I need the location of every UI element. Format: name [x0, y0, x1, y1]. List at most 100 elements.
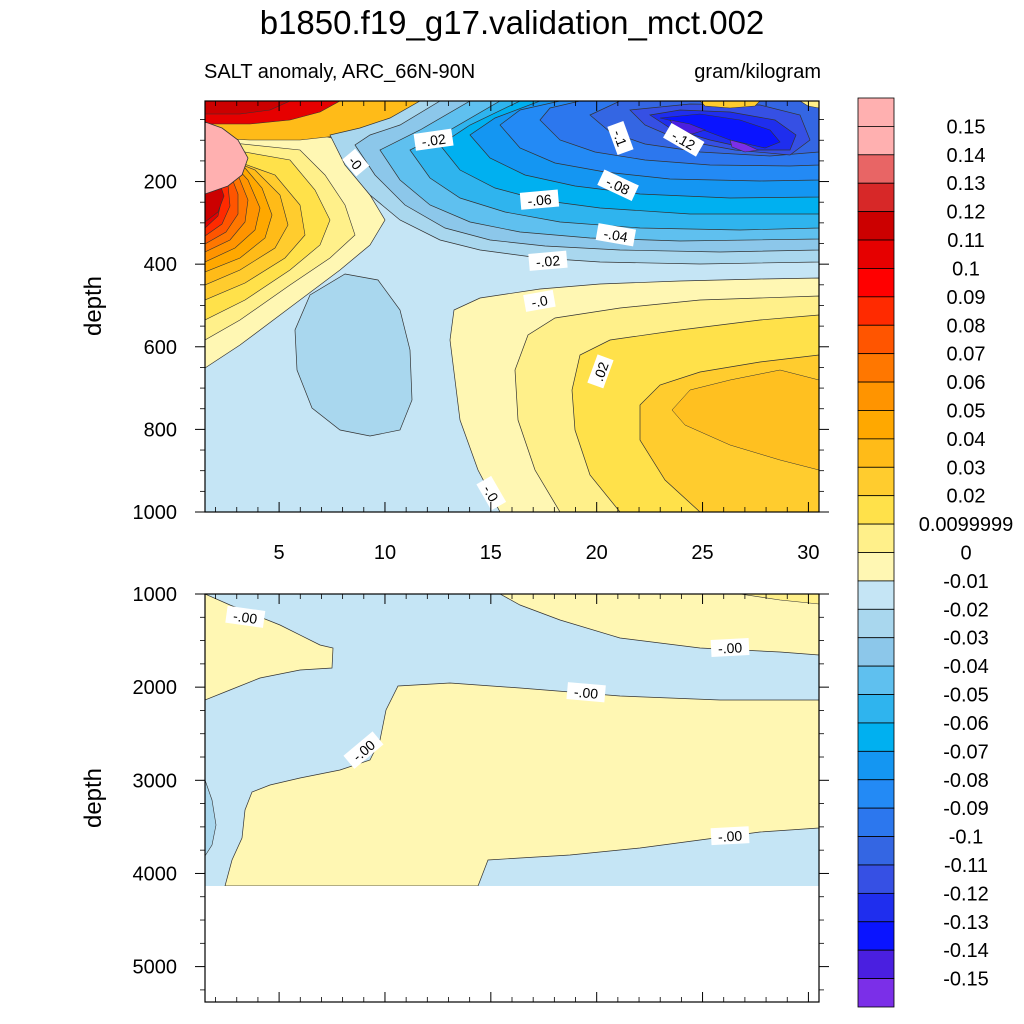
contour-label: -.04	[595, 223, 637, 247]
colorbar-label: 0.09	[947, 287, 986, 309]
colorbar-swatch	[857, 182, 895, 213]
x-tick-label: 20	[586, 542, 608, 564]
colorbar-swatch	[857, 239, 895, 269]
contour-label: -.00	[710, 638, 750, 658]
colorbar-swatch	[857, 268, 895, 298]
colorbar-swatch	[857, 892, 895, 923]
contour-label-bg	[343, 731, 384, 769]
colorbar-swatch	[857, 523, 895, 553]
colorbar-swatch	[857, 154, 895, 184]
contour-label-bg	[663, 122, 705, 157]
colorbar-label: -0.04	[943, 656, 989, 678]
upper-contour-labels: -.02-0-.1 -.12-.08-.06-.04-.02-.0.02-.0	[342, 121, 705, 511]
colorbar-swatch	[857, 864, 895, 894]
contour-label-bg	[519, 189, 560, 210]
fill-pos-top-right-patch2	[799, 101, 819, 109]
colorbar-swatch	[857, 580, 895, 610]
contour-label-bg	[523, 289, 556, 312]
contour-label: -.02	[528, 250, 568, 271]
contour-label-bg	[595, 223, 637, 247]
colorbar-label: 0.1	[952, 258, 980, 280]
contour-label: -.0	[476, 475, 507, 511]
fill-pos-lower-main	[224, 682, 819, 886]
colorbar-label: 0.07	[947, 344, 986, 366]
upper-panel-plot	[205, 101, 819, 512]
colorbar-swatch	[857, 410, 895, 440]
x-tick-label: 10	[374, 542, 396, 564]
colorbar-label: 0.08	[947, 315, 986, 337]
contour-label-text: -.00	[573, 684, 599, 702]
no-data-region	[205, 886, 819, 1002]
colorbar-swatch	[857, 97, 895, 127]
colorbar-swatch	[857, 381, 895, 411]
contour-label-text: -.02	[535, 252, 561, 270]
colorbar-label: 0.0099999	[919, 514, 1014, 536]
colorbar-swatch	[857, 126, 895, 156]
upper-panel-axes: 5 10 15 20 25 30 200 400 600 800 1000	[133, 101, 829, 564]
y-tick-label: 1000	[133, 584, 178, 606]
colorbar: 0.15 0.14 0.13 0.12 0.11 0.1 0.09 0.08 0.07 0.06 0…	[857, 97, 1014, 1008]
contour-label: -.1	[607, 121, 634, 156]
colorbar-label: 0.02	[947, 486, 986, 508]
contour-label-text: -.0	[530, 292, 549, 311]
contour-label-bg	[710, 638, 750, 658]
fill-pos-lower-ur2	[739, 594, 819, 605]
fill-neg-lower-left-sliver	[205, 779, 217, 857]
colorbar-swatch	[857, 353, 895, 383]
contour-label-bg	[528, 250, 568, 271]
colorbar-swatch	[857, 495, 895, 525]
colorbar-swatch	[857, 438, 895, 468]
fill-pos-top-strip-deep	[205, 101, 291, 115]
contour-label: -.0	[523, 289, 556, 312]
y-tick-label: 600	[144, 337, 177, 359]
colorbar-label: 0.13	[947, 173, 986, 195]
contour-label-bg	[566, 682, 606, 703]
contour-label: .02	[587, 354, 614, 389]
colorbar-label: 0.14	[947, 145, 986, 167]
colorbar-label: -0.03	[943, 628, 989, 650]
x-tick-label: 15	[480, 542, 502, 564]
contour-label-text: -.04	[602, 225, 629, 245]
colorbar-swatch	[857, 750, 895, 781]
contour-label-text: -.02	[421, 131, 447, 150]
colorbar-swatch	[857, 779, 895, 809]
y-tick-label: 4000	[133, 863, 178, 885]
colorbar-swatch	[857, 296, 895, 326]
colorbar-swatch	[857, 807, 895, 837]
fill-pos-max-blob	[205, 121, 249, 195]
contour-label-text: -.0	[480, 482, 502, 504]
x-tick-label: 25	[691, 542, 713, 564]
contour-label-bg	[476, 475, 507, 511]
y-tick-label: 5000	[133, 957, 178, 979]
fill-neg-0.15-top	[729, 139, 760, 153]
colorbar-swatch	[857, 694, 895, 724]
y-tick-label: 400	[144, 254, 177, 276]
panel-subtitle-units: gram/kilogram	[694, 61, 821, 83]
contour-label: -.00	[566, 682, 606, 703]
colorbar-label: -0.08	[943, 770, 989, 792]
colorbar-label: -0.15	[943, 969, 989, 991]
colorbar-label: 0	[960, 543, 971, 565]
y-tick-label: 2000	[133, 677, 178, 699]
upper-y-axis-title: depth	[80, 276, 107, 336]
contour-label: -.06	[519, 189, 560, 210]
colorbar-swatch	[857, 978, 895, 1008]
contour-label-bg	[225, 605, 266, 628]
y-tick-label: 200	[144, 172, 177, 194]
contour-label-bg	[710, 826, 750, 846]
colorbar-label: -0.09	[943, 798, 989, 820]
colorbar-label: 0.12	[947, 202, 986, 224]
fill-neg-0.02-blob	[294, 273, 413, 437]
x-tick-label: 5	[274, 542, 285, 564]
colorbar-label: 0.05	[947, 400, 986, 422]
colorbar-swatch	[857, 466, 895, 497]
colorbar-swatch	[857, 949, 895, 979]
colorbar-label: 0.15	[947, 116, 986, 138]
colorbar-label: -0.02	[943, 599, 989, 621]
lower-panel-axes: 1000 2000 3000 4000 5000	[133, 584, 829, 1002]
colorbar-label: 0.11	[947, 230, 984, 252]
contour-label-bg	[597, 169, 639, 201]
contour-label: -.00	[225, 605, 266, 628]
colorbar-label: 0.03	[947, 457, 986, 479]
